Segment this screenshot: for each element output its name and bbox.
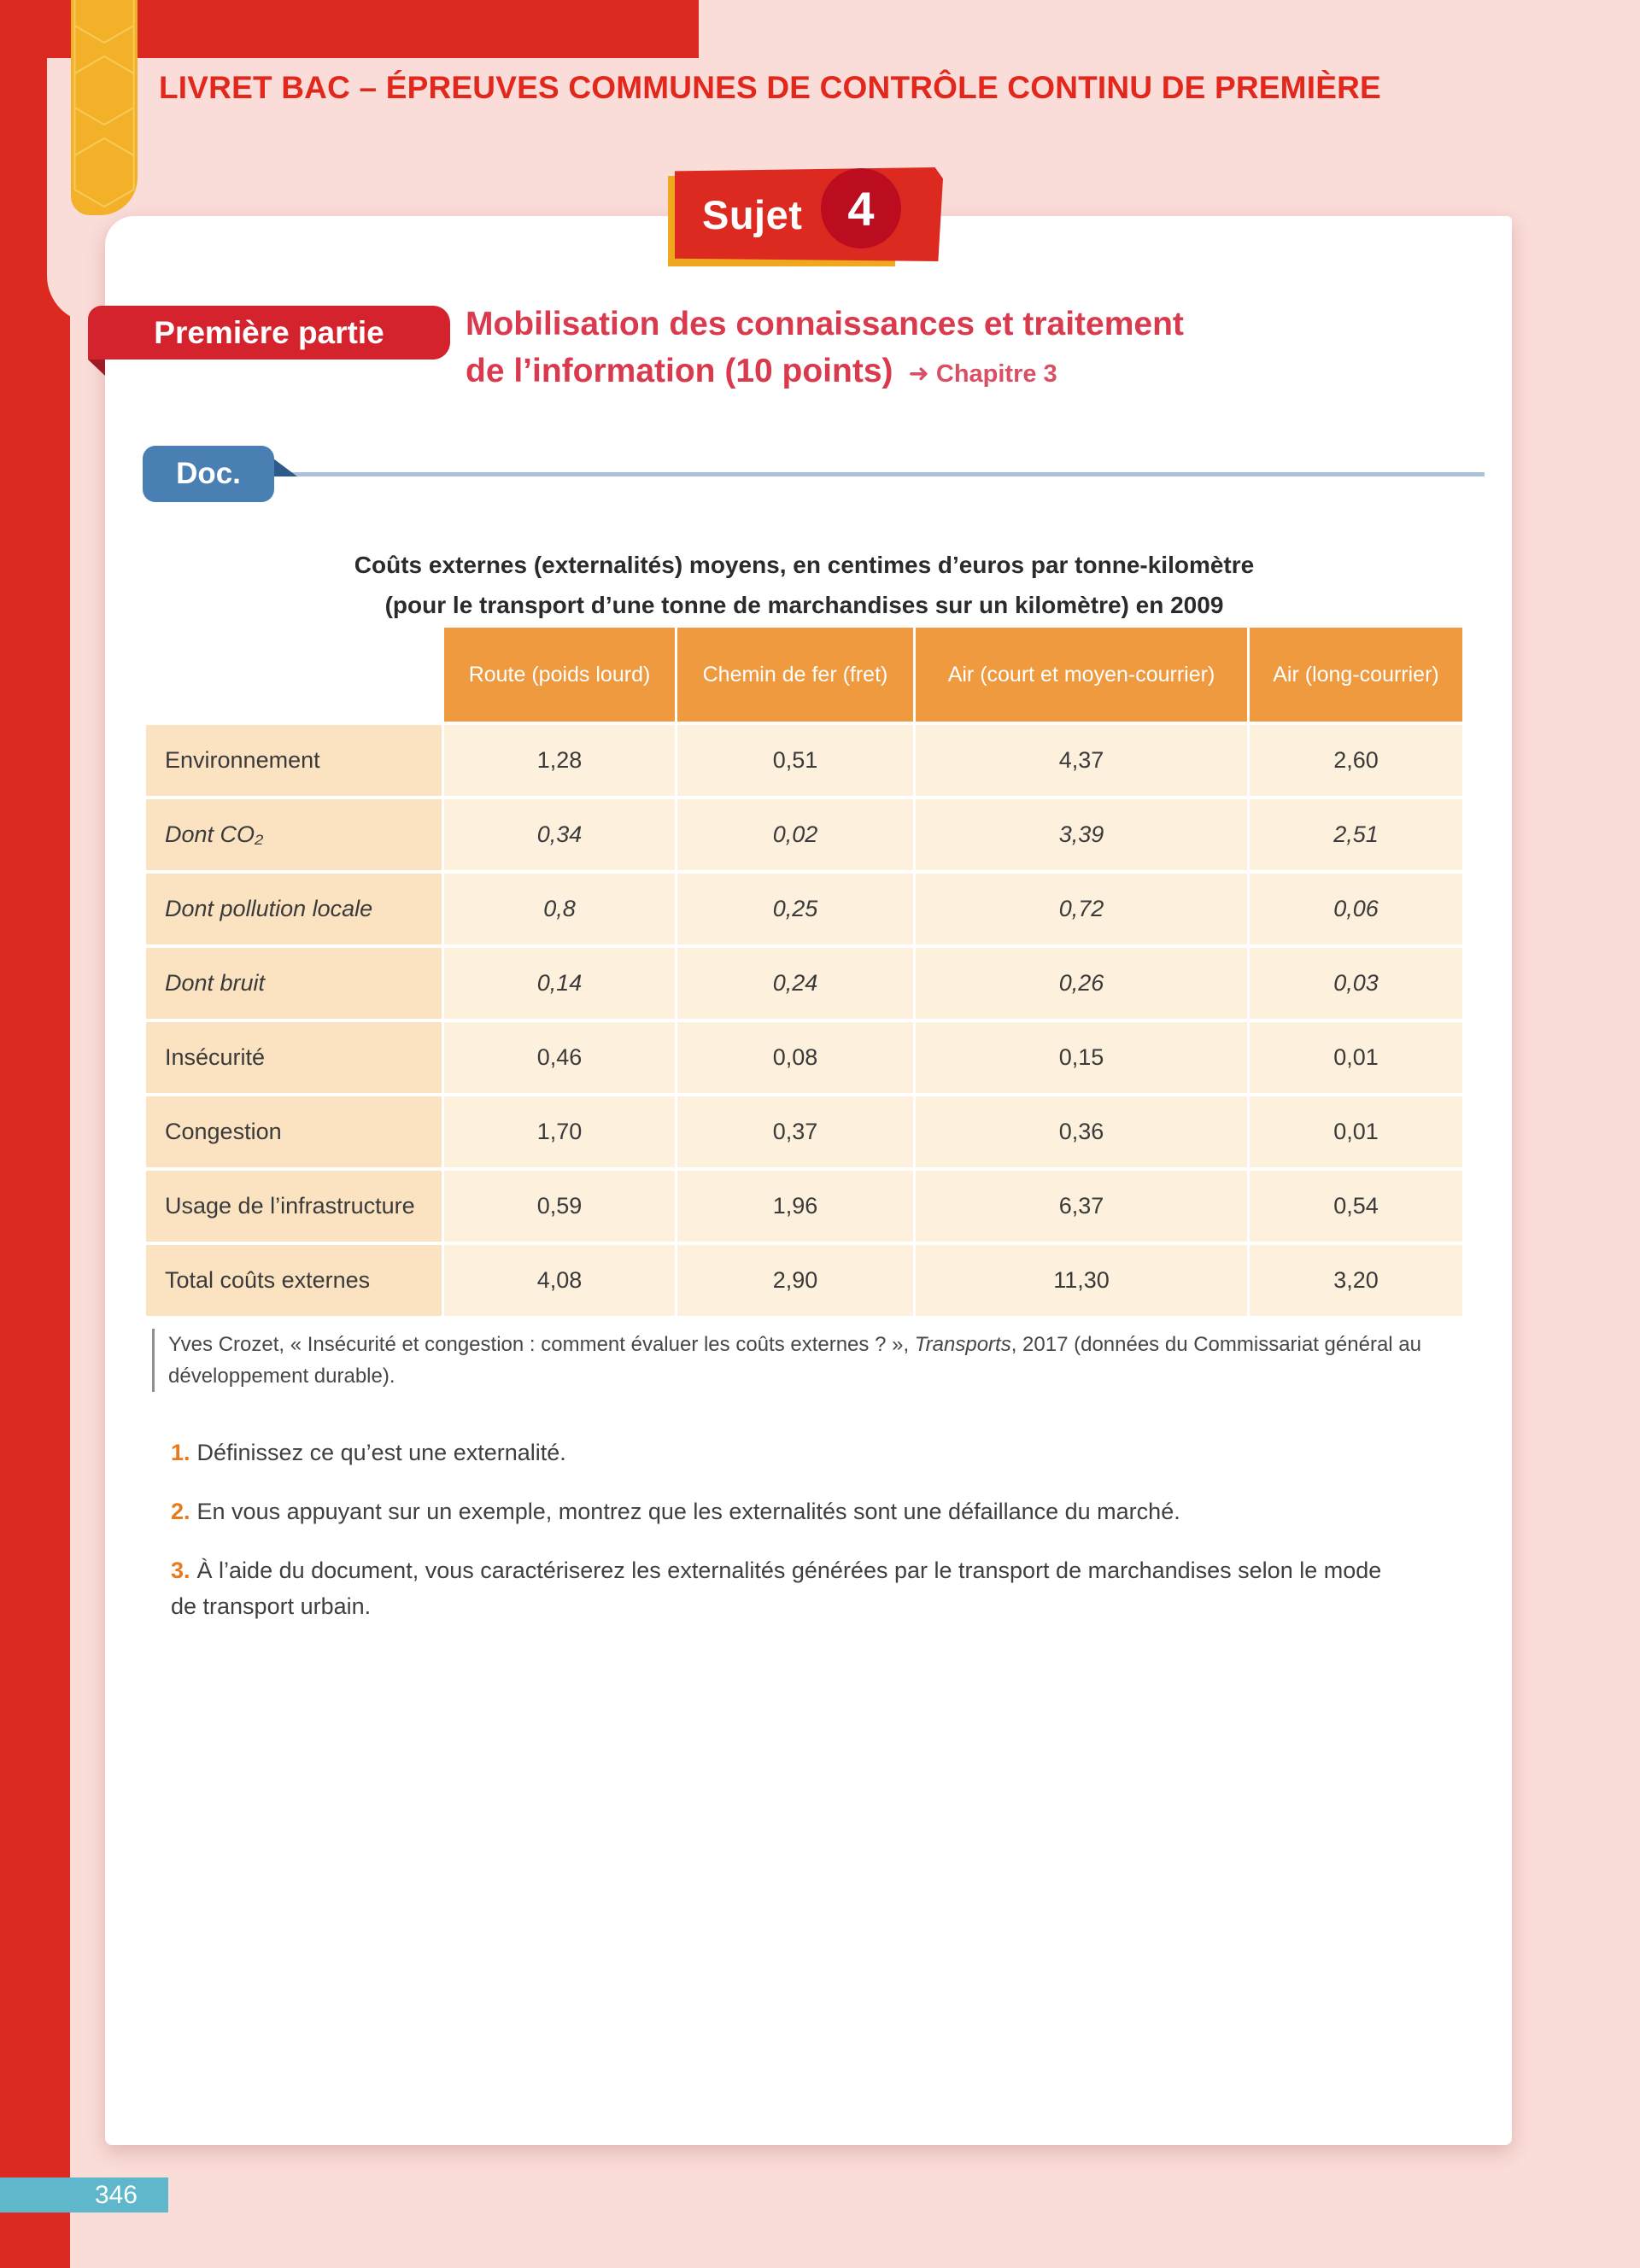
subject-badge: Sujet [675, 167, 943, 261]
chapter-ref: ➜ Chapitre 3 [908, 360, 1057, 388]
source-citation: Yves Crozet, « Insécurité et congestion … [152, 1329, 1472, 1392]
table-column-header: Route (poids lourd) [444, 628, 675, 722]
part-banner-fold [88, 359, 105, 376]
question-number: 2. [171, 1499, 190, 1524]
table-title-line2: (pour le transport d’une tonne de marcha… [384, 592, 1224, 618]
table-cell: 4,08 [444, 1245, 675, 1316]
table-column-header: Chemin de fer (fret) [677, 628, 913, 722]
doc-badge-label: Doc. [176, 457, 241, 490]
table-cell: 0,34 [444, 799, 675, 870]
table-cell: 0,26 [916, 948, 1247, 1019]
table-cell: 3,20 [1250, 1245, 1462, 1316]
table-cell: 1,28 [444, 725, 675, 796]
part-banner-label: Première partie [154, 314, 384, 350]
subject-number-circle: 4 [821, 168, 901, 248]
page-number: 346 [94, 2180, 138, 2209]
table-cell: 1,96 [677, 1171, 913, 1242]
table-row-label: Congestion [146, 1096, 442, 1167]
doc-badge: Doc. [143, 446, 274, 502]
table-row-label: Dont pollution locale [146, 874, 442, 944]
part-title: Mobilisation des connaissances et traite… [466, 301, 1405, 398]
page-title: LIVRET BAC – ÉPREUVES COMMUNES DE CONTRÔ… [159, 70, 1381, 105]
yellow-hex-band [71, 0, 138, 215]
table-cell: 0,25 [677, 874, 913, 944]
table-cell: 1,70 [444, 1096, 675, 1167]
table-cell: 0,03 [1250, 948, 1462, 1019]
part-title-line1: Mobilisation des connaissances et traite… [466, 306, 1184, 342]
table-row-label: Dont CO₂ [146, 799, 442, 870]
table-cell: 4,37 [916, 725, 1247, 796]
left-red-strip [0, 0, 70, 2268]
question-number: 3. [171, 1558, 190, 1583]
part-title-line2: de l’information (10 points) ➜ Chapitre 3 [466, 353, 1057, 389]
table-cell: 6,37 [916, 1171, 1247, 1242]
table-cell: 0,06 [1250, 874, 1462, 944]
table-cell: 0,01 [1250, 1022, 1462, 1093]
table-cell: 0,54 [1250, 1171, 1462, 1242]
page-number-badge: 346 [0, 2177, 168, 2212]
hexagon-pattern-icon [73, 0, 138, 208]
question-item: 3. À l’aide du document, vous caractérise… [171, 1552, 1409, 1624]
table-cell: 0,02 [677, 799, 913, 870]
table-cell: 0,14 [444, 948, 675, 1019]
table-cell: 0,24 [677, 948, 913, 1019]
table-cell: 0,72 [916, 874, 1247, 944]
questions-list: 1. Définissez ce qu’est une externalité. 2… [171, 1435, 1409, 1647]
table-cell: 0,51 [677, 725, 913, 796]
table-column-header: Air (court et moyen-courrier) [916, 628, 1247, 722]
question-text: En vous appuyant sur un exemple, montrez… [196, 1499, 1180, 1524]
table-row-label: Insécurité [146, 1022, 442, 1093]
doc-rule-line [282, 472, 1485, 476]
table-cell: 2,60 [1250, 725, 1462, 796]
table-row-label: Usage de l’infrastructure [146, 1171, 442, 1242]
part-banner: Première partie [88, 306, 450, 359]
table-cell: 0,8 [444, 874, 675, 944]
table-cell: 0,36 [916, 1096, 1247, 1167]
table-cell: 11,30 [916, 1245, 1247, 1316]
question-item: 1. Définissez ce qu’est une externalité. [171, 1435, 1409, 1470]
table-cell: 0,46 [444, 1022, 675, 1093]
table-row-label: Environnement [146, 725, 442, 796]
question-number: 1. [171, 1440, 190, 1465]
question-text: Définissez ce qu’est une externalité. [196, 1440, 566, 1465]
table-cell: 2,90 [677, 1245, 913, 1316]
table-cell: 0,15 [916, 1022, 1247, 1093]
table-cell: 0,01 [1250, 1096, 1462, 1167]
subject-number: 4 [847, 181, 875, 236]
question-item: 2. En vous appuyant sur un exemple, montr… [171, 1493, 1409, 1529]
source-journal: Transports [914, 1333, 1011, 1356]
external-costs-table: Route (poids lourd) Chemin de fer (fret) A… [146, 628, 1462, 1316]
table-cell: 0,37 [677, 1096, 913, 1167]
question-text: À l’aide du document, vous caractérisere… [171, 1558, 1382, 1619]
table-column-header: Air (long-courrier) [1250, 628, 1462, 722]
table-cell: 0,59 [444, 1171, 675, 1242]
table-title-line1: Coûts externes (externalités) moyens, en… [354, 552, 1255, 578]
subject-badge-label: Sujet [702, 191, 803, 237]
table-cell: 3,39 [916, 799, 1247, 870]
table-cell: 0,08 [677, 1022, 913, 1093]
table-cell: 2,51 [1250, 799, 1462, 870]
table-corner-cell [146, 628, 442, 722]
table-row-label: Total coûts externes [146, 1245, 442, 1316]
table-title: Coûts externes (externalités) moyens, en… [146, 545, 1462, 625]
table-row-label: Dont bruit [146, 948, 442, 1019]
